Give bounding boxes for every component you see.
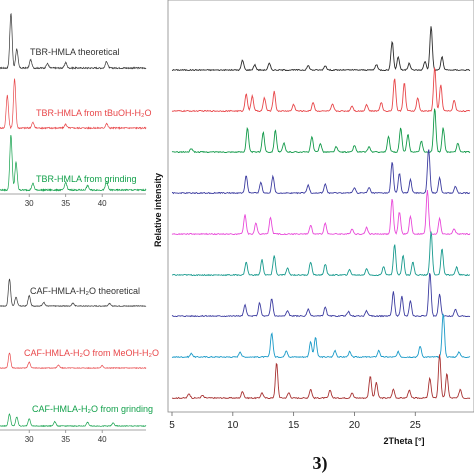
right-series-5-line [171,189,471,236]
left-top-x-tick-label: 35 [61,199,70,208]
left-top-series-1-line [0,13,147,70]
right-x-tick-label: 25 [410,420,422,431]
x-axis-title: 2Theta [°] [383,436,424,446]
left-bottom-series-2-line [0,352,147,370]
left-bottom-x-tick-label: 30 [25,435,34,444]
left-bottom-legend-3: CAF-HMLA-H₂O from grinding [32,404,153,414]
right-plot-frame [167,0,474,413]
right-x-tick-label: 15 [288,420,300,431]
panel-number: 3) [313,453,328,474]
left-top-x-tick-label: 30 [25,199,34,208]
left-top-panel: TBR-HMLA theoretical TBR-HMLA from tBuOH… [0,13,152,208]
left-top-legend-2: TBR-HMLA from tBuOH-H₂O [36,108,152,118]
right-series-7-line [171,273,471,318]
right-panel: 5 10 15 20 25 Relative intensity 2Theta [°] … [153,0,474,474]
left-top-series-3-line [0,134,147,192]
left-bottom-x-tick-label: 40 [98,435,107,444]
left-bottom-x-tick-label: 35 [61,435,70,444]
right-series-1-line [171,26,471,72]
left-top-series-2-line [0,78,147,130]
left-top-x-tick-label: 40 [98,199,107,208]
right-x-tick-label: 20 [349,420,361,431]
right-x-tick-label: 10 [227,420,239,431]
left-bottom-series-1-line [0,278,147,307]
right-series-3-line [171,108,471,154]
left-top-legend-1: TBR-HMLA theoretical [30,47,120,57]
left-top-legend-3: TBR-HMLA from grinding [36,174,137,184]
right-series-6-line [172,231,470,277]
right-x-tick-label: 5 [169,420,175,431]
right-series-2-line [171,67,471,113]
right-series-4-line [171,149,471,195]
left-bottom-legend-2: CAF-HMLA-H₂O from MeOH-H₂O [24,348,159,358]
left-bottom-legend-1: CAF-HMLA-H₂O theoretical [30,286,140,296]
y-axis-title: Relative intensity [153,173,163,247]
right-series-9-line [171,354,471,400]
left-bottom-panel: CAF-HMLA-H₂O theoretical CAF-HMLA-H₂O fr… [0,278,159,444]
left-bottom-series-3-line [0,413,147,428]
right-series-8-line [171,313,471,359]
